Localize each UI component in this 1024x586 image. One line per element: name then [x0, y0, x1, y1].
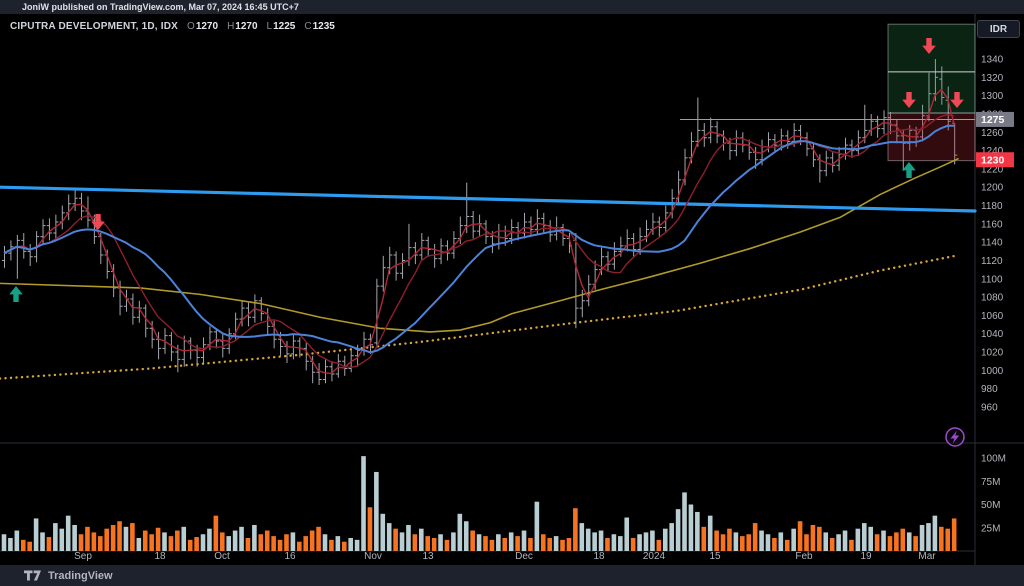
- svg-text:Feb: Feb: [795, 551, 813, 562]
- ohlc-bars: [1, 59, 958, 386]
- svg-text:1200: 1200: [981, 183, 1004, 194]
- trade-arrows[interactable]: [9, 38, 964, 302]
- svg-text:1340: 1340: [981, 55, 1004, 66]
- svg-text:980: 980: [981, 384, 998, 395]
- buy-arrow-icon: [902, 162, 916, 178]
- svg-text:Mar: Mar: [918, 551, 936, 562]
- svg-text:2024: 2024: [643, 551, 666, 562]
- stop-zone: [887, 112, 976, 162]
- volume-pane: [1, 456, 957, 551]
- svg-text:18: 18: [154, 551, 166, 562]
- svg-text:1100: 1100: [981, 274, 1003, 285]
- svg-text:15: 15: [709, 551, 721, 562]
- svg-text:1000: 1000: [981, 366, 1004, 377]
- chart-legend[interactable]: CIPUTRA DEVELOPMENT, 1D, IDX O1270 H1270…: [10, 21, 335, 32]
- svg-text:1120: 1120: [981, 256, 1003, 267]
- svg-text:Oct: Oct: [214, 551, 230, 562]
- currency-button[interactable]: IDR: [977, 20, 1020, 38]
- ohlc-high: H1270: [227, 21, 258, 32]
- svg-text:18: 18: [593, 551, 605, 562]
- svg-text:100M: 100M: [981, 454, 1006, 465]
- symbol-title: CIPUTRA DEVELOPMENT, 1D, IDX: [10, 21, 179, 32]
- ohlc-open: O1270: [187, 21, 219, 32]
- sell-arrow-icon: [902, 92, 916, 108]
- svg-text:16: 16: [284, 551, 296, 562]
- svg-text:1260: 1260: [981, 128, 1004, 139]
- svg-text:1320: 1320: [981, 73, 1004, 84]
- svg-text:13: 13: [422, 551, 434, 562]
- footer-bar: TradingView: [0, 565, 1024, 586]
- price-label-badge: 1275: [976, 111, 1014, 127]
- svg-text:1140: 1140: [981, 238, 1003, 249]
- ma-slow-red: [3, 113, 955, 369]
- svg-text:1230: 1230: [981, 155, 1005, 167]
- flash-icon[interactable]: [945, 427, 965, 447]
- svg-text:1040: 1040: [981, 329, 1004, 340]
- svg-text:Nov: Nov: [364, 551, 382, 562]
- svg-text:1020: 1020: [981, 348, 1004, 359]
- time-axis[interactable]: Sep 18 Oct 16 Nov 13 Dec 18 2024 15 Feb 19 Mar: [74, 551, 936, 562]
- ohlc-close: C1235: [304, 21, 335, 32]
- publish-text: JoniW published on TradingView.com, Mar …: [22, 2, 299, 12]
- svg-text:Dec: Dec: [515, 551, 533, 562]
- svg-text:1240: 1240: [981, 146, 1004, 157]
- ma-yellow[interactable]: [0, 158, 959, 333]
- buy-arrow-icon: [9, 286, 23, 302]
- svg-text:25M: 25M: [981, 523, 1000, 534]
- dotted-uptrend-line[interactable]: [0, 254, 957, 380]
- svg-text:1080: 1080: [981, 293, 1004, 304]
- svg-text:50M: 50M: [981, 500, 1000, 511]
- sell-arrow-icon: [922, 38, 936, 54]
- svg-text:Sep: Sep: [74, 551, 92, 562]
- svg-text:19: 19: [860, 551, 872, 562]
- tradingview-logo-icon[interactable]: [24, 569, 41, 582]
- price-axis[interactable]: 1340132013001280126012401220120011801160…: [981, 55, 1004, 414]
- svg-text:75M: 75M: [981, 477, 1000, 488]
- svg-text:1220: 1220: [981, 164, 1004, 175]
- ma-blue: [3, 124, 955, 354]
- svg-text:1275: 1275: [981, 114, 1005, 126]
- price-label-badge: 1230: [976, 152, 1014, 168]
- svg-text:1160: 1160: [981, 219, 1003, 230]
- volume-axis[interactable]: 100M 75M 50M 25M: [981, 454, 1006, 535]
- ohlc-low: L1225: [266, 21, 296, 32]
- svg-text:1060: 1060: [981, 311, 1004, 322]
- sell-arrow-icon: [91, 214, 105, 230]
- svg-text:960: 960: [981, 403, 998, 414]
- sell-arrow-icon: [950, 92, 964, 108]
- publish-bar: JoniW published on TradingView.com, Mar …: [0, 0, 1024, 14]
- svg-text:1180: 1180: [981, 201, 1003, 212]
- ma-fast-red: [3, 88, 955, 375]
- descending-trendline[interactable]: [0, 185, 977, 213]
- svg-text:1300: 1300: [981, 91, 1004, 102]
- tradingview-brand[interactable]: TradingView: [48, 569, 113, 582]
